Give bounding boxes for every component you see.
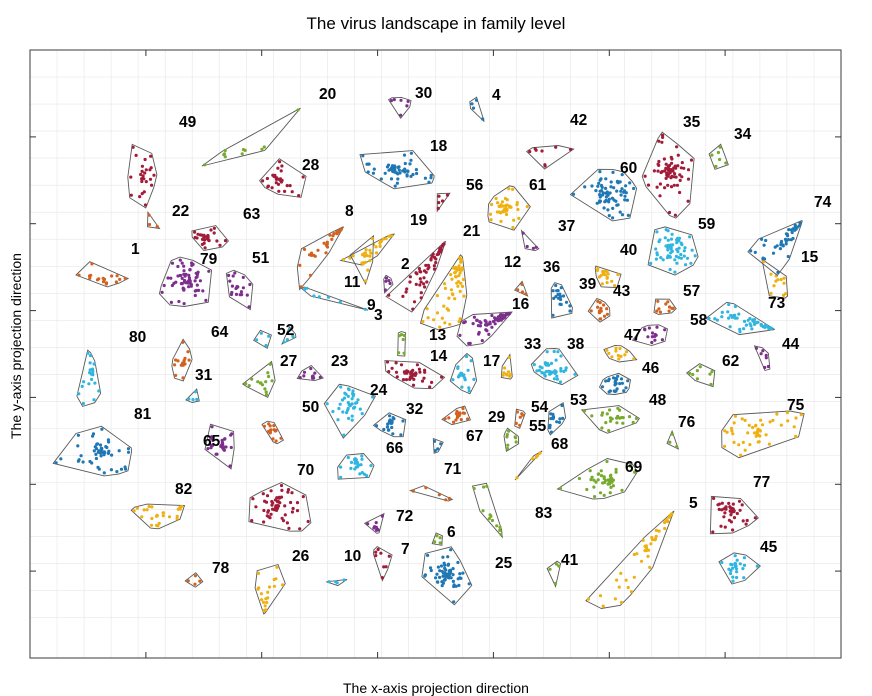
- svg-text:37: 37: [558, 218, 575, 235]
- svg-text:74: 74: [814, 194, 832, 211]
- svg-text:9: 9: [367, 297, 376, 314]
- svg-text:66: 66: [386, 440, 404, 457]
- svg-text:35: 35: [683, 114, 701, 131]
- svg-text:52: 52: [277, 322, 294, 339]
- svg-text:19: 19: [410, 212, 428, 229]
- svg-text:1: 1: [131, 241, 140, 258]
- svg-text:81: 81: [134, 406, 152, 423]
- svg-text:5: 5: [689, 495, 698, 512]
- svg-text:71: 71: [444, 461, 462, 478]
- svg-text:24: 24: [370, 382, 388, 399]
- svg-text:58: 58: [690, 312, 708, 329]
- svg-text:30: 30: [415, 85, 432, 102]
- svg-text:13: 13: [429, 327, 447, 344]
- svg-text:27: 27: [280, 353, 297, 370]
- svg-text:69: 69: [625, 459, 643, 476]
- svg-text:59: 59: [698, 216, 716, 233]
- svg-text:34: 34: [734, 126, 752, 143]
- svg-text:11: 11: [344, 274, 361, 291]
- svg-text:21: 21: [463, 223, 481, 240]
- svg-text:60: 60: [620, 160, 637, 177]
- svg-text:68: 68: [551, 436, 569, 453]
- svg-text:42: 42: [570, 112, 587, 129]
- svg-text:82: 82: [175, 481, 192, 498]
- svg-text:67: 67: [466, 428, 483, 445]
- svg-text:31: 31: [195, 367, 213, 384]
- svg-text:14: 14: [430, 348, 448, 365]
- svg-text:76: 76: [678, 414, 696, 431]
- svg-text:70: 70: [297, 462, 314, 479]
- svg-text:51: 51: [252, 250, 270, 267]
- svg-text:29: 29: [488, 409, 506, 426]
- svg-text:45: 45: [760, 539, 778, 556]
- svg-text:26: 26: [292, 548, 310, 565]
- svg-text:20: 20: [319, 86, 336, 103]
- svg-text:73: 73: [768, 295, 786, 312]
- svg-text:17: 17: [483, 353, 500, 370]
- svg-text:46: 46: [642, 360, 660, 377]
- svg-text:47: 47: [624, 327, 641, 344]
- svg-text:32: 32: [406, 401, 423, 418]
- svg-text:61: 61: [529, 177, 547, 194]
- svg-text:48: 48: [649, 392, 667, 409]
- svg-text:28: 28: [302, 157, 320, 174]
- svg-text:80: 80: [129, 329, 146, 346]
- svg-text:43: 43: [613, 283, 631, 300]
- svg-text:4: 4: [492, 87, 501, 104]
- svg-text:63: 63: [243, 206, 261, 223]
- svg-text:75: 75: [787, 397, 805, 414]
- svg-text:56: 56: [466, 177, 484, 194]
- svg-text:2: 2: [401, 256, 410, 273]
- svg-text:12: 12: [504, 254, 521, 271]
- svg-text:40: 40: [620, 242, 637, 259]
- svg-text:79: 79: [200, 251, 218, 268]
- svg-text:25: 25: [495, 555, 513, 572]
- svg-text:64: 64: [211, 324, 229, 341]
- svg-text:78: 78: [212, 560, 230, 577]
- svg-text:57: 57: [683, 283, 700, 300]
- svg-text:50: 50: [302, 399, 319, 416]
- svg-text:6: 6: [447, 524, 456, 541]
- svg-text:16: 16: [512, 296, 530, 313]
- svg-text:83: 83: [535, 505, 553, 522]
- svg-text:62: 62: [722, 353, 739, 370]
- svg-text:7: 7: [401, 541, 410, 558]
- svg-text:65: 65: [203, 433, 221, 450]
- svg-text:77: 77: [753, 474, 770, 491]
- svg-text:18: 18: [430, 138, 448, 155]
- svg-text:33: 33: [524, 336, 542, 353]
- svg-text:15: 15: [801, 249, 819, 266]
- svg-text:55: 55: [529, 418, 547, 435]
- svg-text:49: 49: [179, 114, 197, 131]
- svg-text:38: 38: [567, 336, 585, 353]
- svg-text:44: 44: [782, 336, 800, 353]
- svg-text:23: 23: [331, 353, 349, 370]
- svg-text:72: 72: [396, 508, 413, 525]
- svg-text:36: 36: [543, 259, 561, 276]
- svg-text:41: 41: [561, 552, 579, 569]
- svg-text:39: 39: [579, 276, 597, 293]
- svg-text:53: 53: [570, 392, 588, 409]
- svg-text:10: 10: [344, 548, 361, 565]
- svg-text:8: 8: [345, 203, 354, 220]
- svg-text:54: 54: [531, 399, 549, 416]
- svg-text:22: 22: [172, 203, 189, 220]
